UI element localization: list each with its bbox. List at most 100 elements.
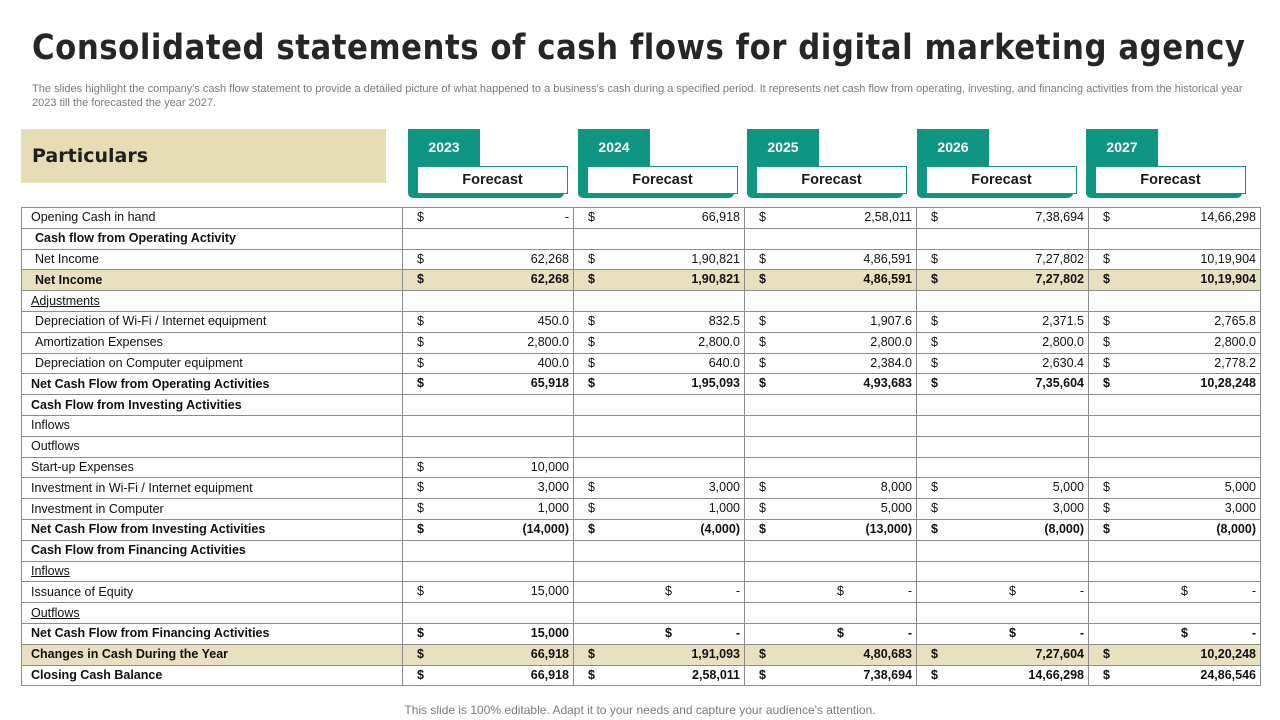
- row-label-text: Closing Cash Balance: [31, 667, 163, 682]
- currency-symbol: $: [1009, 584, 1016, 599]
- row-label: Net Cash Flow from Operating Activities: [21, 373, 403, 396]
- row-label: Amortization Expenses: [21, 331, 403, 354]
- value-cell: $1,000: [573, 498, 745, 520]
- amount: 2,371.5: [1042, 313, 1084, 328]
- row-label: Start-up Expenses: [21, 456, 403, 479]
- amount: 2,778.2: [1214, 355, 1256, 370]
- amount: 3,000: [1224, 501, 1256, 516]
- currency-symbol: $: [588, 251, 595, 266]
- currency-symbol: $: [588, 501, 595, 516]
- amount: 5,000: [880, 501, 912, 516]
- value-cell: [573, 394, 745, 416]
- amount: 832.5: [708, 313, 740, 328]
- currency-symbol: $: [759, 501, 766, 516]
- table-row: Outflows: [21, 602, 1261, 624]
- value-cell: $ (8,000): [916, 518, 1089, 541]
- row-label-text: Net Cash Flow from Investing Activities: [31, 522, 266, 537]
- currency-symbol: $: [931, 521, 938, 536]
- value-cell: $2,800.0: [744, 331, 917, 354]
- year-header-1: 2024 Forecast: [578, 129, 738, 198]
- amount: 66,918: [530, 667, 569, 682]
- currency-symbol: $: [759, 334, 766, 349]
- currency-symbol: $: [588, 667, 595, 682]
- value-cell: $4,86,591: [744, 269, 917, 292]
- value-cell: $ -: [1088, 622, 1261, 645]
- amount: 2,800.0: [870, 334, 912, 349]
- value-cell: [1088, 456, 1261, 479]
- value-cell: [402, 290, 574, 312]
- row-label-text: Cash flow from Operating Activity: [35, 231, 236, 246]
- currency-symbol: $: [1103, 313, 1110, 328]
- table-row: Cash Flow from Investing Activities: [21, 394, 1261, 416]
- row-label-text: Outflows: [31, 439, 80, 454]
- currency-symbol: $: [417, 272, 424, 287]
- amount: 5,000: [1052, 480, 1084, 495]
- row-label: Changes in Cash During the Year: [21, 643, 403, 666]
- currency-symbol: $: [1103, 521, 1110, 536]
- value-cell: $3,000: [402, 477, 574, 500]
- year-label: 2027: [1106, 138, 1138, 155]
- currency-symbol: $: [417, 210, 424, 224]
- value-cell: $10,19,904: [1088, 269, 1261, 292]
- currency-symbol: $: [759, 272, 766, 287]
- amount: 2,58,011: [692, 667, 740, 682]
- currency-symbol: $: [1103, 355, 1110, 370]
- amount: 2,800.0: [1214, 334, 1256, 349]
- amount: (14,000): [522, 521, 569, 536]
- table-row: Net Income $62,268 $1,90,821 $4,86,591 $7,27…: [21, 269, 1261, 292]
- amount: (13,000): [865, 521, 912, 536]
- amount: 7,38,694: [1035, 210, 1084, 224]
- value-cell: [1088, 435, 1261, 458]
- currency-symbol: $: [1103, 646, 1110, 661]
- amount: 7,27,802: [1035, 272, 1084, 287]
- value-cell: $66,918: [402, 664, 574, 687]
- amount: 1,000: [708, 501, 740, 516]
- amount: 65,918: [530, 376, 569, 391]
- currency-symbol: $: [931, 313, 938, 328]
- value-cell: [573, 227, 745, 250]
- year-label: 2024: [598, 138, 630, 155]
- currency-symbol: $: [417, 646, 424, 661]
- currency-symbol: $: [417, 625, 424, 640]
- amount: -: [1079, 584, 1084, 599]
- currency-symbol: $: [931, 334, 938, 349]
- table-row: Inflows: [21, 560, 1261, 583]
- row-label-text: Net Cash Flow from Financing Activities: [31, 626, 270, 641]
- value-cell: $1,91,093: [573, 643, 745, 666]
- amount: 2,384.0: [870, 355, 912, 370]
- row-label: Outflows: [21, 435, 403, 458]
- amount: 4,93,683: [863, 376, 912, 391]
- amount: 2,630.4: [1042, 355, 1084, 370]
- currency-symbol: $: [931, 210, 938, 224]
- amount: 10,28,248: [1200, 376, 1256, 391]
- row-label: Outflows: [21, 602, 403, 624]
- forecast-label: Forecast: [926, 166, 1077, 194]
- amount: 15,000: [530, 625, 569, 640]
- row-label-text: Changes in Cash During the Year: [31, 647, 229, 662]
- amount: 7,38,694: [863, 667, 912, 682]
- row-label: Net Cash Flow from Financing Activities: [21, 622, 403, 645]
- value-cell: $1,907.6: [744, 310, 917, 333]
- value-cell: $3,000: [573, 477, 745, 500]
- table-row: Investment in Computer $1,000 $1,000 $5,000…: [21, 498, 1261, 520]
- value-cell: [573, 456, 745, 479]
- value-cell: [744, 414, 917, 437]
- year-label: 2026: [937, 138, 969, 155]
- value-cell: $ -: [402, 207, 574, 229]
- particulars-header: Particulars: [21, 129, 386, 183]
- row-label-text: Issuance of Equity: [31, 584, 134, 599]
- amount: 400.0: [537, 355, 569, 370]
- currency-symbol: $: [417, 584, 424, 599]
- amount: 2,800.0: [698, 334, 740, 349]
- year-label: 2025: [767, 138, 799, 155]
- row-label: Opening Cash in hand: [21, 207, 403, 229]
- currency-symbol: $: [759, 376, 766, 391]
- currency-symbol: $: [1103, 480, 1110, 495]
- value-cell: $4,80,683: [744, 643, 917, 666]
- table-row: Cash Flow from Financing Activities: [21, 539, 1261, 562]
- amount: 640.0: [708, 355, 740, 370]
- value-cell: [1088, 602, 1261, 624]
- row-label-text: Inflows: [31, 563, 70, 578]
- year-header-3: 2026 Forecast: [917, 129, 1077, 198]
- value-cell: $2,800.0: [1088, 331, 1261, 354]
